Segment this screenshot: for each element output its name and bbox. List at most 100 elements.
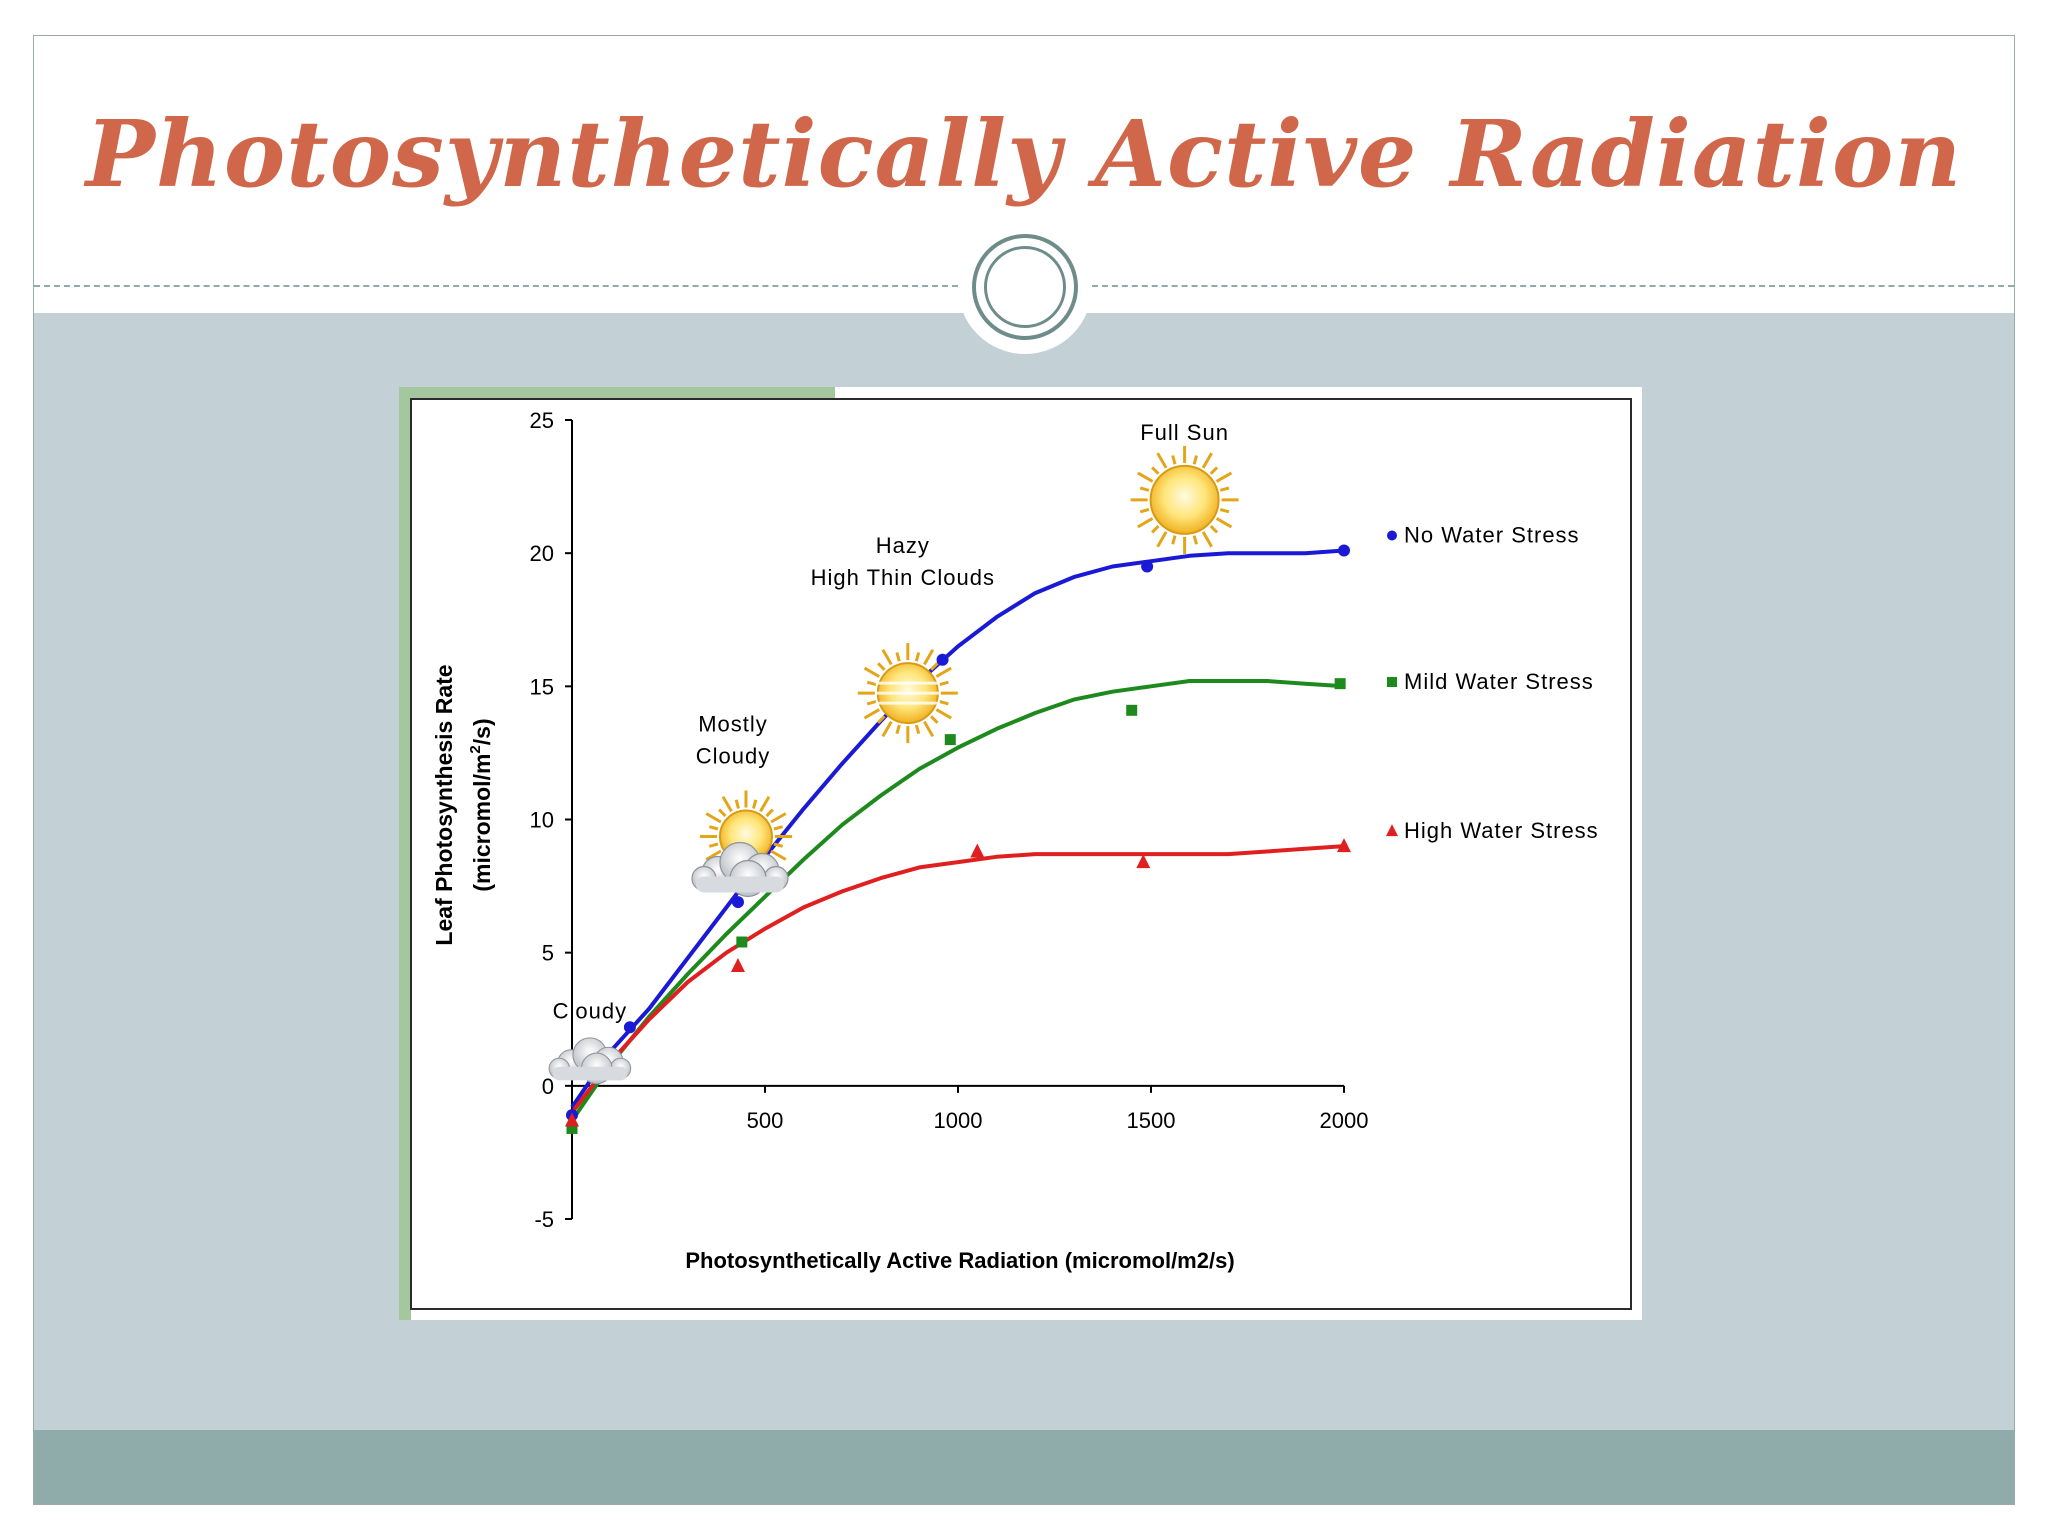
sun-ray: [721, 795, 733, 813]
sun-ray: [877, 715, 886, 724]
sun-ray: [734, 799, 740, 809]
sun-ray: [770, 812, 787, 824]
footer-band: [34, 1430, 2014, 1504]
cloud-icon: [548, 1037, 632, 1085]
sun-ray: [863, 666, 880, 678]
sun-ray: [1215, 471, 1233, 483]
x-tick-label: 500: [747, 1108, 784, 1133]
sun-ray: [939, 680, 949, 687]
sun-ray: [895, 724, 901, 735]
sun-ray: [939, 700, 949, 706]
data-point-triangle: [565, 1112, 579, 1127]
sun-ray: [752, 799, 758, 809]
sun-ray: [1151, 466, 1160, 475]
ornament-inner-ring: [984, 246, 1066, 328]
legend-marker-triangle: [1386, 824, 1398, 837]
chart-frame-mask: [835, 387, 1642, 399]
y-tick-label: 10: [530, 808, 554, 833]
sun-ray: [773, 825, 784, 831]
sun-ray: [1156, 452, 1168, 469]
sun-ray: [1151, 525, 1160, 534]
data-point-square: [736, 936, 748, 948]
y-tick-label: 0: [542, 1074, 554, 1099]
sun-ray: [935, 666, 952, 678]
sun-ray: [1215, 517, 1233, 529]
annotation-label: Full Sun: [1140, 420, 1229, 445]
sun-ray: [930, 662, 939, 671]
sun-behind-cloud-icon: [691, 790, 792, 898]
annotation-label: Mostly: [698, 712, 768, 737]
sun-ray: [770, 849, 787, 861]
title-divider-right: [1092, 285, 2014, 287]
cloud-base: [552, 1066, 628, 1081]
y-tick-label: 15: [530, 674, 554, 699]
sun-ray: [923, 649, 935, 666]
sun-ray: [863, 708, 880, 720]
sun-ray: [877, 662, 886, 671]
y-tick-label: 25: [530, 408, 554, 433]
sun-disc-group: [1130, 445, 1239, 554]
y-axis-label-unit-end: /s): [469, 718, 495, 745]
annotation-label: Hazy: [876, 533, 930, 558]
sun-ray: [708, 842, 719, 848]
data-point-triangle: [730, 957, 745, 972]
cloud-base: [695, 876, 784, 893]
data-point-square: [566, 1122, 578, 1134]
sun-ray: [1192, 455, 1198, 465]
x-tick-label: 1000: [934, 1108, 983, 1133]
sun-ray: [895, 652, 901, 662]
data-point-triangle: [1337, 838, 1351, 853]
sun-ray: [705, 812, 722, 824]
data-point-triangle: [970, 843, 985, 858]
sun-ray: [930, 715, 939, 724]
data-point-square: [1126, 704, 1138, 716]
y-tick-label: 5: [542, 941, 554, 966]
data-point-square: [944, 734, 956, 746]
data-point-circle: [731, 896, 744, 909]
sun-ray: [759, 795, 771, 813]
sun-icon: [1130, 445, 1239, 554]
data-point-circle: [936, 653, 949, 666]
sun-ray: [1137, 471, 1154, 483]
sun-ray: [1209, 525, 1219, 534]
legend-label: Mild Water Stress: [1404, 669, 1594, 694]
sun-disc: [1149, 464, 1220, 535]
sun-ray: [1139, 508, 1150, 514]
sun-ray: [866, 700, 877, 706]
data-point-circle: [1141, 560, 1154, 573]
slide-title: Photosynthetically Active Radiation: [85, 100, 1963, 208]
y-axis-label-line1: Leaf Photosynthesis Rate: [431, 664, 457, 945]
sun-ray: [765, 808, 774, 818]
x-axis-label: Photosynthetically Active Radiation (mic…: [685, 1248, 1234, 1273]
series-line-2: [570, 844, 1345, 1114]
sun-ray: [708, 825, 719, 831]
x-tick-label: 1500: [1127, 1108, 1176, 1133]
sun-ray: [773, 842, 784, 848]
sun-ray: [881, 649, 893, 666]
sun-ray: [923, 720, 935, 738]
series-line-0: [570, 548, 1345, 1109]
sun-ray: [935, 708, 952, 720]
sun-ray: [881, 720, 893, 738]
sun-ray: [705, 849, 722, 861]
x-tick-label: 2000: [1320, 1108, 1369, 1133]
sun-ray: [1156, 531, 1168, 548]
sun-ray: [1219, 508, 1230, 514]
legend-label: High Water Stress: [1404, 818, 1599, 843]
sun-ray: [1219, 486, 1230, 492]
data-point-square: [1334, 678, 1346, 690]
data-point-circle: [623, 1021, 636, 1034]
sun-ray: [1201, 452, 1213, 469]
annotation-label: Cloudy: [553, 998, 627, 1023]
y-tick-label: 20: [530, 541, 554, 566]
cloud-shape: [548, 1037, 632, 1085]
data-point-circle: [1338, 544, 1350, 557]
y-tick-label: -5: [534, 1207, 554, 1232]
annotation-label: High Thin Clouds: [811, 565, 995, 590]
sun-ray: [1137, 517, 1154, 529]
y-axis-label: Leaf Photosynthesis Rate (micromol/m2/s): [431, 664, 495, 945]
legend-label: No Water Stress: [1404, 523, 1580, 548]
y-axis-label-line2: (micromol/m2/s): [467, 718, 495, 891]
sun-ray: [1201, 531, 1213, 548]
